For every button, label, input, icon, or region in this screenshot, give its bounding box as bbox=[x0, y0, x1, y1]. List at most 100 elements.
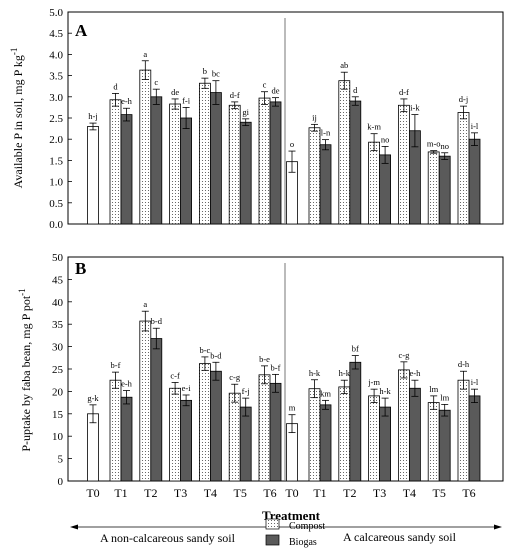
panel-a-significance-label: de bbox=[271, 86, 279, 96]
legend: Compost Biogas bbox=[265, 518, 325, 548]
panel-a-y-tick-label: 3.5 bbox=[49, 71, 63, 83]
panel-b-significance-label: h-k bbox=[379, 386, 391, 396]
panel-a-bar-compost bbox=[338, 80, 351, 225]
panel-a-significance-label: o bbox=[290, 139, 294, 149]
legend-label-biogas: Biogas bbox=[289, 537, 317, 548]
panel-b-bar-biogas bbox=[408, 387, 421, 482]
x-tick-label: T6 bbox=[263, 486, 276, 500]
panel-b-significance-label: e-h bbox=[409, 368, 421, 378]
panel-a-significance-label: k-m bbox=[367, 122, 381, 132]
panel-b-significance-label: c-g bbox=[398, 350, 410, 360]
panel-a-bar-biogas bbox=[468, 138, 481, 225]
panel-a-y-tick-label: 3.0 bbox=[49, 92, 63, 104]
panel-b-significance-label: b-c bbox=[199, 345, 210, 355]
panel-a-significance-label: c bbox=[263, 80, 267, 90]
panel-a-significance-label: i-k bbox=[410, 103, 420, 113]
panel-b-y-tick-label: 5 bbox=[58, 454, 64, 466]
panel-a-significance-label: e-h bbox=[121, 96, 133, 106]
panel-b-bar-compost bbox=[457, 379, 470, 482]
x-tick-label: T5 bbox=[433, 486, 446, 500]
panel-a-significance-label: d bbox=[353, 85, 358, 95]
panel-b-bar-biogas bbox=[209, 370, 222, 482]
panel-a-bar-compost bbox=[457, 112, 470, 225]
panel-a-significance-label: m-o bbox=[427, 139, 441, 149]
panel-b-y-tick-label: 30 bbox=[52, 342, 64, 354]
panel-a-significance-label: l-n bbox=[321, 128, 331, 138]
panel-b-significance-label: km bbox=[320, 388, 331, 398]
panel-b-significance-label: lm bbox=[440, 392, 449, 402]
x-tick-label: T3 bbox=[174, 486, 187, 500]
panel-b-significance-label: a bbox=[143, 299, 147, 309]
panel-b-significance-label: b-e bbox=[259, 354, 270, 364]
x-tick-label: T4 bbox=[204, 486, 217, 500]
panel-b-significance-label: lm bbox=[429, 384, 438, 394]
panel-a-significance-label: c bbox=[154, 77, 158, 87]
x-tick-label: T2 bbox=[144, 486, 157, 500]
x-axis-tick-labels: T0 T1 T2 T3 T4 T5 T6 T0 T1 T2 T3 T4 T5 T6 bbox=[86, 486, 475, 500]
panel-b-bar-biogas bbox=[120, 396, 133, 482]
soil-label-left: A non-calcareous sandy soil bbox=[100, 531, 236, 545]
panel-a-bar-compost bbox=[258, 97, 271, 225]
x-tick-label: T4 bbox=[403, 486, 416, 500]
panel-b-y-tick-label: 15 bbox=[52, 409, 64, 421]
panel-a-significance-label: d-f bbox=[399, 87, 409, 97]
panel-a-significance-label: d-f bbox=[230, 90, 240, 100]
panel-b-ylabel: P-uptake by faba bean, mg P pot-1 bbox=[17, 288, 33, 451]
panel-a-bar-compost bbox=[427, 151, 440, 225]
panel-b-significance-label: h-k bbox=[339, 368, 351, 378]
soil-label-right: A calcareous sandy soil bbox=[343, 530, 457, 544]
panel-b-bar-compost bbox=[338, 386, 351, 482]
panel-b-bar-biogas bbox=[379, 406, 392, 482]
panel-b-significance-label: b-f bbox=[111, 360, 121, 370]
x-tick-label: T2 bbox=[343, 486, 356, 500]
panel-b-bar-compost bbox=[397, 369, 410, 482]
legend-swatch-compost bbox=[265, 518, 280, 530]
panel-b-bar-compost bbox=[109, 379, 122, 482]
panel-b-significance-label: bf bbox=[352, 344, 359, 354]
panel-b-y-tick-label: 40 bbox=[52, 297, 64, 309]
panel-a-y-tick-label: 2.5 bbox=[49, 113, 63, 125]
panel-b-bar-compost bbox=[228, 392, 241, 482]
panel-a-significance-label: d-j bbox=[459, 94, 468, 104]
panel-b-significance-label: d-h bbox=[458, 359, 470, 369]
x-tick-label: T6 bbox=[462, 486, 475, 500]
panel-b-bar-biogas bbox=[180, 399, 193, 482]
panel-a-bar-biogas bbox=[239, 121, 252, 225]
panel-b: B P-uptake by faba bean, mg P pot-1 0 5 10… bbox=[17, 252, 504, 488]
panel-a-bar-biogas bbox=[438, 155, 451, 225]
panel-b-significance-label: b-d bbox=[210, 350, 222, 360]
panel-a-bar-compost bbox=[368, 141, 381, 225]
panel-a-y-tick-label: 0.5 bbox=[49, 198, 63, 210]
x-tick-label: T3 bbox=[373, 486, 386, 500]
panel-a-y-tick-label: 5.0 bbox=[49, 7, 63, 19]
x-tick-label: T0 bbox=[285, 486, 298, 500]
panel-a-significance-label: h-j bbox=[88, 111, 97, 121]
soil-arrow-right-head bbox=[494, 524, 502, 530]
panel-a-significance-label: d bbox=[113, 81, 118, 91]
panel-b-bar-compost bbox=[427, 402, 440, 482]
panel-a-y-tick-label: 4.0 bbox=[49, 49, 63, 61]
panel-a-significance-label: de bbox=[171, 87, 179, 97]
panel-a-bar-biogas bbox=[150, 96, 163, 225]
panel-a-bar-biogas bbox=[180, 117, 193, 225]
panel-b-significance-label: e-h bbox=[121, 379, 133, 389]
panel-b-bar-biogas bbox=[438, 409, 451, 482]
panel-a-y-tick-label: 1.5 bbox=[49, 155, 63, 167]
panel-b-bar-control bbox=[87, 413, 99, 482]
panel-a-significance-label: bc bbox=[212, 69, 220, 79]
panel-b-y-tick-label: 50 bbox=[52, 252, 64, 264]
panel-b-significance-label: c-g bbox=[229, 372, 241, 382]
panel-a-significance-label: gi bbox=[242, 107, 249, 117]
legend-swatch-biogas bbox=[265, 534, 280, 546]
panel-a-y-tick-label: 1.0 bbox=[49, 177, 63, 189]
panel-b-bar-compost bbox=[198, 363, 211, 482]
panel-a: A Available P in soil, mg P kg-1 0.0 0.5 1… bbox=[9, 7, 504, 231]
panel-a-significance-label: ij bbox=[312, 112, 317, 122]
panel-a-bar-compost bbox=[109, 99, 122, 225]
panel-b-bar-compost bbox=[169, 387, 182, 482]
panel-b-y-tick-label: 10 bbox=[52, 431, 64, 443]
x-tick-label: T1 bbox=[114, 486, 127, 500]
panel-a-significance-label: no bbox=[381, 134, 390, 144]
